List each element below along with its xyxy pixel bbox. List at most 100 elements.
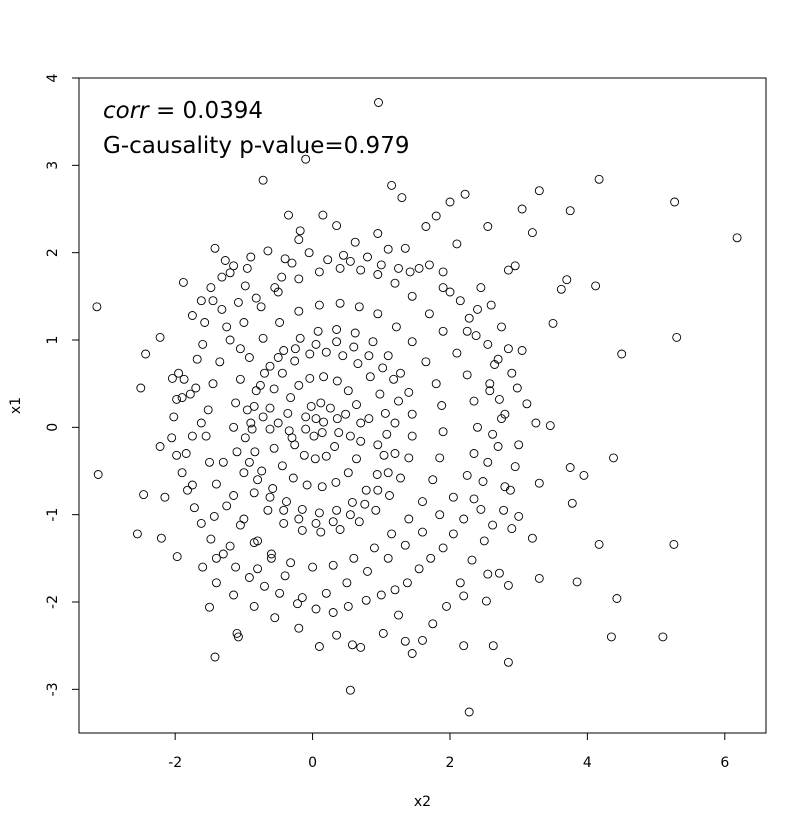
data-point bbox=[483, 339, 493, 349]
data-point bbox=[290, 344, 300, 354]
data-point bbox=[229, 491, 239, 500]
data-point bbox=[316, 398, 326, 408]
data-point bbox=[609, 453, 618, 463]
data-point bbox=[332, 221, 342, 231]
data-point bbox=[177, 393, 187, 403]
data-point bbox=[141, 349, 151, 359]
y-tick-label: 1 bbox=[45, 336, 61, 345]
data-point bbox=[483, 457, 493, 467]
data-point bbox=[239, 318, 249, 327]
data-point bbox=[343, 601, 353, 611]
data-point bbox=[354, 302, 364, 312]
x-tick-label: 0 bbox=[308, 755, 317, 771]
data-point bbox=[424, 309, 434, 319]
points-layer bbox=[92, 98, 742, 717]
data-point bbox=[187, 431, 197, 441]
data-point bbox=[332, 414, 342, 424]
data-point bbox=[361, 485, 371, 495]
data-point bbox=[421, 357, 431, 367]
y-axis-title: x1 bbox=[8, 397, 24, 414]
data-point bbox=[294, 380, 304, 390]
data-point bbox=[545, 421, 555, 431]
data-point bbox=[467, 555, 477, 565]
data-point bbox=[208, 379, 218, 389]
data-point bbox=[286, 393, 296, 403]
data-point bbox=[473, 422, 482, 432]
data-point bbox=[452, 239, 462, 249]
data-point bbox=[280, 571, 290, 581]
y-tick-label: 0 bbox=[45, 423, 61, 432]
data-point bbox=[218, 549, 228, 559]
data-point bbox=[200, 318, 210, 327]
data-point bbox=[404, 453, 414, 463]
data-point bbox=[407, 431, 417, 441]
data-point bbox=[273, 353, 283, 362]
data-point bbox=[225, 541, 235, 551]
data-point bbox=[279, 518, 289, 528]
data-point bbox=[287, 433, 297, 443]
data-point bbox=[455, 578, 465, 588]
data-point bbox=[572, 577, 582, 587]
data-point bbox=[317, 428, 327, 438]
data-point bbox=[293, 599, 302, 609]
data-point bbox=[319, 372, 329, 382]
data-point bbox=[172, 394, 182, 404]
data-point bbox=[208, 296, 218, 306]
data-point bbox=[448, 529, 458, 539]
data-point bbox=[471, 331, 481, 341]
data-point bbox=[179, 374, 189, 384]
x-axis-title: x2 bbox=[414, 794, 431, 810]
data-point bbox=[527, 533, 537, 543]
data-point bbox=[233, 632, 243, 642]
data-point bbox=[277, 368, 287, 378]
data-point bbox=[488, 641, 498, 651]
data-point bbox=[469, 396, 479, 406]
data-point bbox=[617, 349, 627, 359]
data-point bbox=[352, 400, 361, 410]
data-point bbox=[669, 539, 679, 549]
data-point bbox=[368, 337, 378, 347]
data-point bbox=[391, 322, 401, 332]
data-point bbox=[378, 363, 388, 373]
data-point bbox=[438, 326, 448, 336]
data-point bbox=[534, 186, 544, 196]
data-point bbox=[297, 593, 307, 603]
data-point bbox=[418, 635, 427, 645]
data-point bbox=[459, 514, 469, 524]
data-point bbox=[483, 222, 493, 231]
data-point bbox=[277, 272, 287, 282]
data-point bbox=[361, 595, 371, 605]
data-point bbox=[240, 433, 250, 443]
data-point bbox=[421, 222, 431, 231]
data-point bbox=[350, 328, 360, 338]
data-point bbox=[594, 174, 604, 184]
data-point bbox=[257, 466, 267, 476]
data-point bbox=[400, 540, 410, 550]
data-point bbox=[503, 657, 513, 667]
data-point bbox=[218, 457, 228, 467]
data-point bbox=[251, 293, 261, 303]
data-point bbox=[235, 344, 245, 354]
data-point bbox=[187, 311, 197, 320]
data-point bbox=[314, 300, 324, 310]
data-point bbox=[314, 267, 324, 277]
data-point bbox=[203, 405, 213, 415]
data-point bbox=[396, 473, 405, 483]
data-point bbox=[565, 206, 575, 216]
data-point bbox=[225, 335, 235, 345]
data-point bbox=[235, 374, 245, 384]
data-point bbox=[405, 267, 415, 277]
data-point bbox=[311, 339, 321, 349]
data-point bbox=[183, 485, 192, 495]
data-point bbox=[342, 578, 352, 588]
data-point bbox=[383, 351, 393, 361]
data-point bbox=[275, 588, 285, 598]
data-point bbox=[407, 337, 417, 347]
data-point bbox=[332, 325, 342, 334]
data-point bbox=[476, 283, 486, 293]
data-point bbox=[260, 368, 269, 378]
data-point bbox=[343, 386, 353, 396]
data-point bbox=[373, 309, 383, 319]
data-point bbox=[347, 640, 357, 650]
data-point bbox=[345, 685, 355, 695]
